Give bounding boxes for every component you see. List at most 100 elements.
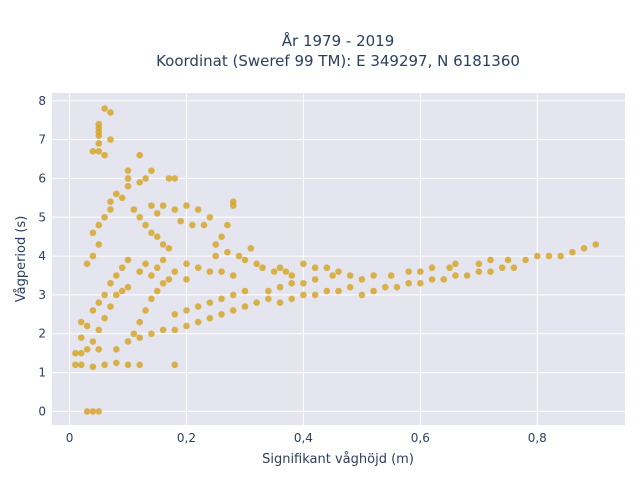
data-point (136, 179, 144, 186)
data-point (153, 233, 161, 240)
data-point (183, 322, 190, 330)
data-point (276, 283, 284, 291)
data-point (259, 264, 266, 272)
data-point (206, 213, 214, 221)
data-point (282, 268, 290, 275)
data-point (83, 260, 91, 268)
data-point (95, 408, 103, 415)
data-point (89, 307, 97, 314)
data-point (276, 264, 284, 272)
data-point (224, 221, 231, 229)
data-point (206, 314, 214, 322)
data-point (77, 334, 85, 341)
data-point (130, 206, 138, 213)
y-tick-label: 5 (38, 210, 46, 224)
data-point (212, 252, 220, 260)
data-point (124, 175, 132, 182)
data-point (171, 361, 179, 369)
y-tick-label: 6 (38, 171, 46, 185)
y-axis-title: Vågperiod (s) (14, 216, 29, 303)
data-point (148, 167, 155, 174)
data-point (183, 307, 190, 314)
data-point (452, 260, 459, 268)
data-point (229, 307, 237, 314)
data-point (136, 318, 144, 326)
data-point (253, 299, 260, 306)
data-point (218, 311, 225, 318)
data-point (95, 241, 103, 248)
data-point (428, 276, 436, 283)
data-point (452, 272, 459, 279)
data-point (224, 248, 231, 256)
data-point (346, 272, 354, 279)
data-point (95, 345, 103, 353)
y-tick-label: 4 (38, 249, 46, 263)
data-point (113, 359, 120, 367)
data-point (77, 361, 85, 369)
data-point (533, 252, 541, 260)
x-tick-label: 0 (66, 431, 74, 445)
data-point (206, 299, 214, 306)
data-point (142, 221, 149, 229)
data-point (417, 268, 424, 275)
data-point (229, 272, 237, 279)
data-point (95, 221, 103, 229)
data-point (183, 276, 190, 283)
data-point (95, 326, 103, 334)
data-point (124, 167, 132, 174)
data-point (405, 279, 412, 287)
data-point (323, 287, 331, 295)
data-point (311, 291, 319, 299)
data-point (89, 147, 97, 155)
data-point (358, 291, 366, 299)
data-point (171, 311, 179, 318)
data-point (440, 276, 448, 283)
data-point (370, 287, 377, 295)
data-point (276, 299, 284, 306)
chart-title: År 1979 - 2019 (282, 31, 395, 50)
data-point (77, 349, 85, 357)
data-point (72, 361, 79, 369)
x-tick-label: 0,8 (528, 431, 547, 445)
data-point (165, 276, 173, 283)
data-point (148, 272, 155, 279)
data-point (194, 264, 202, 272)
data-point (300, 291, 307, 299)
data-point (89, 252, 97, 260)
y-tick-labels: 0 1 2 3 4 5 6 7 8 (38, 94, 46, 419)
data-point (83, 408, 91, 415)
data-point (101, 314, 108, 322)
data-point (405, 268, 412, 275)
data-point (218, 268, 225, 275)
data-point (118, 194, 126, 202)
data-point (200, 221, 208, 229)
data-point (89, 408, 97, 415)
data-points (72, 105, 600, 415)
data-point (136, 361, 144, 369)
data-point (124, 256, 132, 264)
data-point (148, 229, 155, 237)
data-point (463, 272, 471, 279)
data-point (288, 279, 296, 287)
data-point (153, 264, 161, 272)
data-point (504, 256, 512, 264)
y-tick-label: 0 (38, 404, 46, 418)
data-point (206, 268, 214, 275)
data-point (498, 264, 506, 272)
data-point (569, 248, 576, 256)
data-point (159, 326, 167, 334)
data-point (171, 268, 179, 275)
data-point (95, 147, 103, 155)
data-point (95, 299, 103, 306)
data-point (253, 260, 260, 268)
data-point (148, 202, 155, 209)
data-point (107, 136, 114, 143)
data-point (107, 279, 114, 287)
data-point (194, 206, 202, 213)
x-tick-label: 0,2 (177, 431, 196, 445)
data-point (159, 241, 167, 248)
x-tick-label: 0,4 (294, 431, 313, 445)
data-point (113, 272, 120, 279)
data-point (77, 318, 85, 326)
data-point (124, 182, 132, 190)
